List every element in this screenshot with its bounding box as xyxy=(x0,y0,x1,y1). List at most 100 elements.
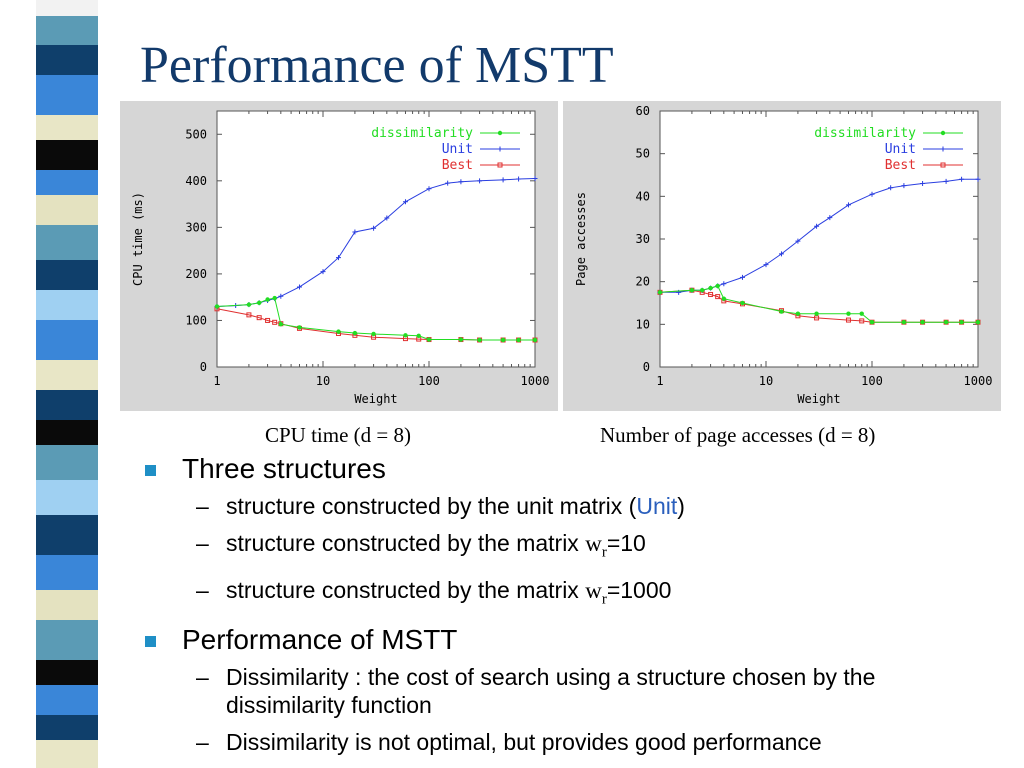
y-tick-label: 20 xyxy=(636,275,650,289)
stripe-band xyxy=(36,685,98,715)
weight-value: =10 xyxy=(606,530,646,556)
data-point-best xyxy=(715,294,721,300)
stripe-band xyxy=(36,445,98,480)
x-tick-label: 10 xyxy=(316,374,330,388)
weight-subscript: r xyxy=(601,591,607,608)
data-point-dissimilarity xyxy=(689,288,695,293)
data-point-dissimilarity xyxy=(920,320,925,325)
stripe-band xyxy=(36,320,98,360)
x-tick-label: 10 xyxy=(759,374,773,388)
x-axis-label: Weight xyxy=(354,392,397,406)
y-axis-label: Page accesses xyxy=(574,192,588,286)
weight-variable: w xyxy=(585,531,602,556)
stripe-band xyxy=(36,360,98,390)
dash-bullet-icon: – xyxy=(196,493,209,519)
data-point-dissimilarity xyxy=(256,300,262,305)
weight-value: =1000 xyxy=(606,576,672,603)
data-point-best xyxy=(246,312,252,318)
data-point-dissimilarity xyxy=(278,321,284,327)
data-point-dissimilarity xyxy=(532,337,538,343)
sub-bullet-text: structure constructed by the matrix xyxy=(226,576,586,603)
data-point-dissimilarity xyxy=(426,337,432,342)
data-point-unit xyxy=(943,178,949,184)
data-point-unit xyxy=(458,179,464,185)
bullet-three-structures: Three structures xyxy=(140,452,1000,486)
square-bullet-icon xyxy=(145,465,156,476)
bullet-text: Performance of MSTT xyxy=(182,624,458,656)
x-tick-label: 1 xyxy=(213,374,220,388)
x-tick-label: 100 xyxy=(418,374,440,388)
data-point-unit xyxy=(426,186,432,192)
sub-bullet-dissimilarity-optimal: – Dissimilarity is not optimal, but provi… xyxy=(140,728,1000,756)
data-point-dissimilarity xyxy=(959,320,964,325)
y-tick-label: 60 xyxy=(636,104,650,118)
data-point-unit xyxy=(500,177,506,183)
stripe-band xyxy=(36,480,98,515)
data-point-dissimilarity xyxy=(500,337,506,343)
cpu-time-chart-panel: 0 100 200 300 400 500 1 10 100 1000 Weight CPU time… xyxy=(120,101,558,411)
data-point-dissimilarity xyxy=(371,331,376,337)
sub-bullet-unit-matrix: – structure constructed by the unit matri… xyxy=(140,492,1000,520)
bullet-list: Three structures – structure constructed … xyxy=(140,450,1000,756)
data-point-dissimilarity xyxy=(336,329,341,334)
square-bullet-icon xyxy=(145,636,156,648)
sub-bullet-matrix-wr-1000: – structure constructed by the matrix wr=… xyxy=(140,576,1000,614)
sub-bullet-dissimilarity-cost: – Dissimilarity : the cost of search usin… xyxy=(140,663,1000,719)
data-point-dissimilarity xyxy=(869,320,875,325)
legend-marker xyxy=(940,162,946,168)
x-tick-label: 1 xyxy=(656,374,663,388)
data-point-dissimilarity xyxy=(699,288,705,293)
data-point-dissimilarity xyxy=(943,320,949,325)
dash-bullet-icon: – xyxy=(196,530,209,556)
data-point-unit xyxy=(278,293,284,299)
data-point-unit xyxy=(532,175,538,181)
data-point-dissimilarity xyxy=(721,296,727,301)
plot-area xyxy=(216,110,536,368)
stripe-band xyxy=(36,715,98,740)
stripe-band xyxy=(36,620,98,660)
data-point-unit xyxy=(335,255,341,261)
data-point-dissimilarity xyxy=(779,309,784,314)
data-point-unit xyxy=(827,215,833,221)
data-point-unit xyxy=(845,202,851,208)
data-point-unit xyxy=(739,274,745,280)
y-tick-label: 400 xyxy=(185,174,207,188)
data-point-best xyxy=(256,315,262,321)
data-point-dissimilarity xyxy=(516,337,521,343)
stripe-band xyxy=(36,195,98,225)
y-tick-label: 0 xyxy=(643,360,650,374)
data-point-dissimilarity xyxy=(416,333,421,339)
legend-marker xyxy=(497,130,503,136)
data-point-unit xyxy=(975,176,981,182)
data-point-dissimilarity xyxy=(272,295,277,301)
y-tick-label: 10 xyxy=(636,317,650,331)
data-point-dissimilarity xyxy=(859,311,864,316)
data-point-best xyxy=(814,315,820,321)
y-axis-label: CPU time (ms) xyxy=(131,192,145,286)
page-accesses-chart: 0 10 20 30 40 50 60 1 10 100 1000 Weight Page access… xyxy=(574,104,992,406)
stripe-band xyxy=(36,140,98,170)
stripe-band xyxy=(36,660,98,685)
data-point-unit xyxy=(869,191,875,197)
legend-label: dissimilarity xyxy=(814,126,916,141)
data-point-unit xyxy=(888,185,894,191)
legend-label: Best xyxy=(885,158,916,173)
legend-label: dissimilarity xyxy=(371,126,473,141)
data-point-best xyxy=(845,317,851,323)
data-point-best xyxy=(708,291,714,297)
data-point-dissimilarity xyxy=(740,300,745,306)
x-tick-label: 1000 xyxy=(521,374,550,388)
data-point-unit xyxy=(516,176,522,182)
data-point-unit xyxy=(721,281,727,287)
data-point-unit xyxy=(296,284,302,290)
x-axis-label: Weight xyxy=(797,392,840,406)
data-point-dissimilarity xyxy=(477,337,482,343)
data-point-unit xyxy=(320,269,326,275)
data-point-unit xyxy=(763,262,769,268)
cpu-chart-caption: CPU time (d = 8) xyxy=(265,423,412,447)
data-point-unit xyxy=(352,229,358,235)
data-point-dissimilarity xyxy=(352,330,358,336)
stripe-band xyxy=(36,16,98,46)
stripe-band xyxy=(36,75,98,115)
sub-bullet-text: Dissimilarity is not optimal, but provid… xyxy=(226,729,822,756)
